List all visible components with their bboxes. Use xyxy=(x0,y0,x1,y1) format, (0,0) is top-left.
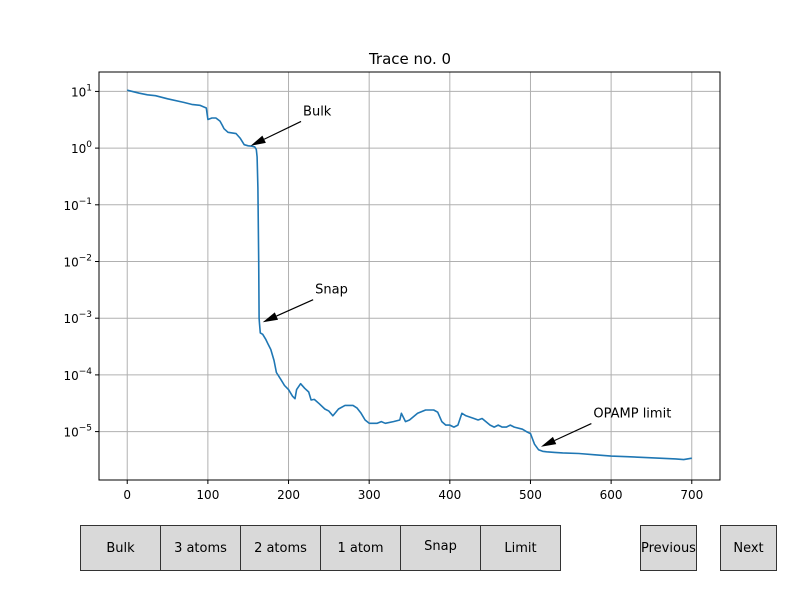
x-tick-label: 600 xyxy=(600,488,623,502)
y-tick-label: 10−2 xyxy=(63,254,92,270)
annotation-arrow-head xyxy=(262,312,279,323)
one-atom-button[interactable]: 1 atom xyxy=(320,525,401,571)
y-tick-label: 10−1 xyxy=(63,197,92,213)
annotation-arrow-shaft xyxy=(554,423,592,442)
series-layer xyxy=(127,89,692,461)
x-axis-ticks: 0 100 200 300 400 500 600 700 xyxy=(123,480,703,502)
annotation-arrow-shaft xyxy=(263,120,302,140)
limit-button[interactable]: Limit xyxy=(480,525,561,571)
snap-button[interactable]: Snap xyxy=(400,525,481,571)
y-tick-label: 10−3 xyxy=(63,310,92,326)
x-tick-label: 400 xyxy=(438,488,461,502)
trace-line xyxy=(127,89,692,461)
y-tick-label: 10−5 xyxy=(63,424,92,440)
chart-title: Trace no. 0 xyxy=(368,50,451,68)
plot-area-frame xyxy=(98,71,721,481)
x-tick-label: 0 xyxy=(123,488,131,502)
x-tick-label: 200 xyxy=(277,488,300,502)
annotation-arrow-head xyxy=(540,436,557,447)
previous-button[interactable]: Previous xyxy=(640,525,697,571)
annotation-arrow-head xyxy=(250,135,266,146)
annotation-arrow-shaft xyxy=(276,299,314,317)
x-tick-label: 700 xyxy=(680,488,703,502)
annotation-label: Snap xyxy=(315,283,348,298)
x-tick-label: 100 xyxy=(196,488,219,502)
two-atoms-button[interactable]: 2 atoms xyxy=(240,525,321,571)
annotation-label: Bulk xyxy=(303,104,332,119)
grid-lines xyxy=(99,72,720,480)
three-atoms-button[interactable]: 3 atoms xyxy=(160,525,241,571)
x-tick-label: 300 xyxy=(358,488,381,502)
x-tick-label: 500 xyxy=(519,488,542,502)
y-tick-label: 10−4 xyxy=(63,367,92,383)
y-axis-ticks: 10−5 10−4 10−3 10−2 10−1 100 101 xyxy=(63,83,99,440)
y-tick-label: 100 xyxy=(71,140,92,156)
y-tick-label: 101 xyxy=(71,83,92,99)
annotations: Bulk Snap OPAMP limit xyxy=(250,104,671,447)
annotation-label: OPAMP limit xyxy=(593,407,671,422)
bulk-button[interactable]: Bulk xyxy=(80,525,161,571)
next-button[interactable]: Next xyxy=(720,525,777,571)
